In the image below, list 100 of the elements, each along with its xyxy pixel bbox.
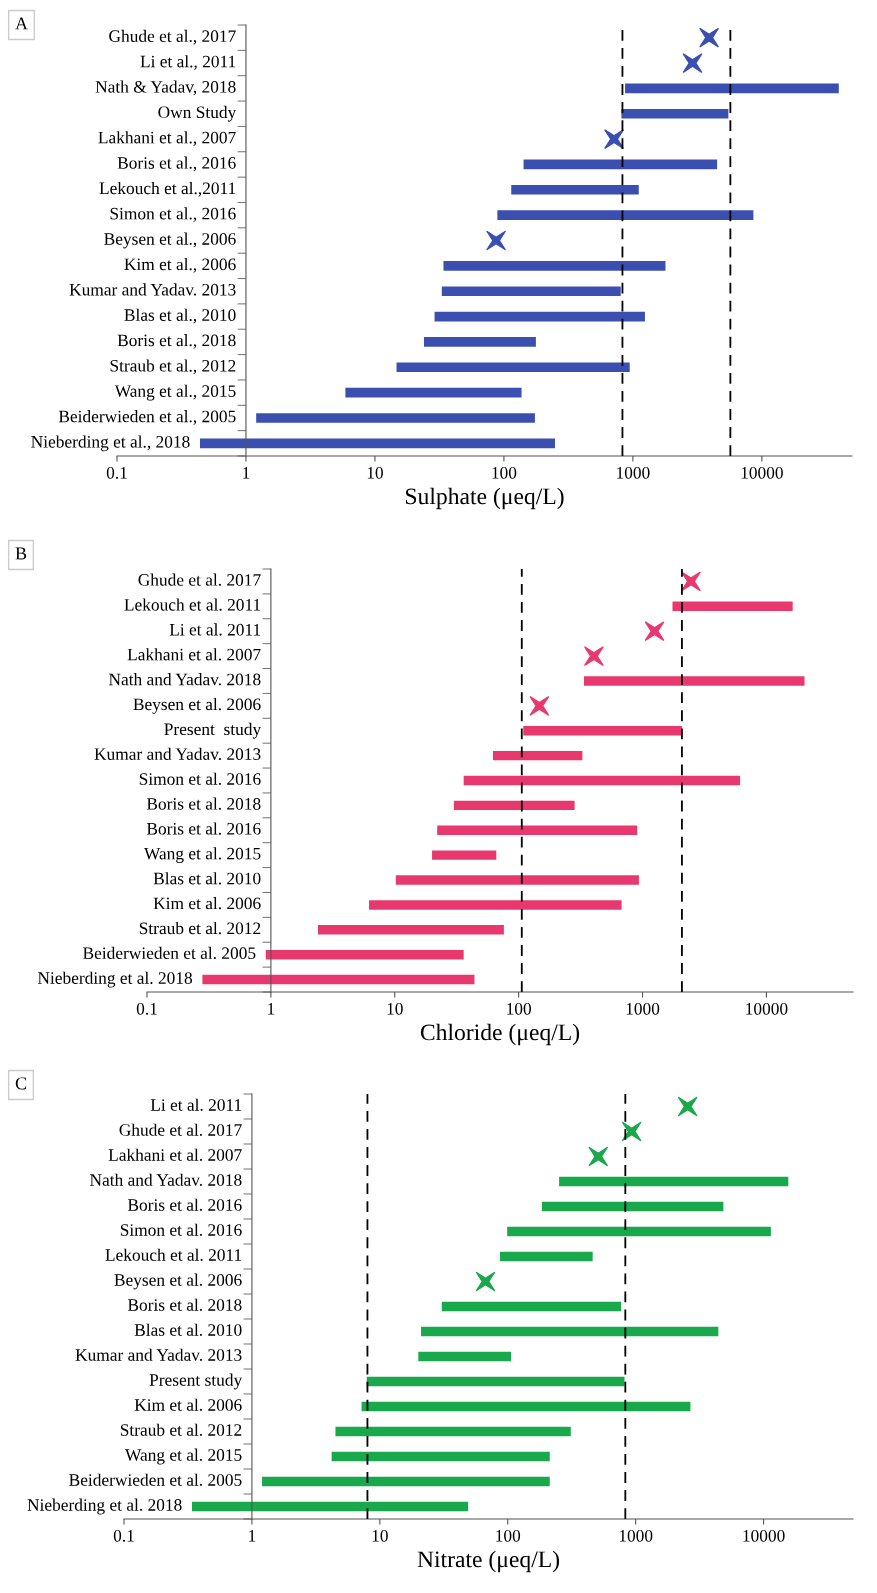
y-tick-label: Own Study <box>158 105 237 122</box>
y-tick-label: Kumar and Yadav. 2013 <box>75 1348 242 1361</box>
bar <box>199 438 556 449</box>
x-tick-label: 100 <box>496 1529 521 1542</box>
bar <box>396 362 630 373</box>
x-axis-title: Chloride (μeq/L) <box>420 1023 580 1046</box>
bar <box>434 311 645 322</box>
x-tick-label: 100 <box>507 1002 532 1015</box>
x-tick-label: 10 <box>367 466 383 479</box>
y-tick-label: Lakhani et al. 2007 <box>108 1148 242 1161</box>
y-tick-label: Kim et al. 2006 <box>153 897 261 910</box>
y-tick-label: Wang et al., 2015 <box>114 384 236 401</box>
x-tick-label: 1 <box>249 1530 256 1542</box>
bar <box>437 825 638 835</box>
x-tick-label: 1000 <box>626 1002 660 1015</box>
y-tick-label: Nath and Yadav. 2018 <box>108 673 261 686</box>
y-tick-label: Beiderwieden et al., 2005 <box>58 410 236 425</box>
x-axis-title: Nitrate (μeq/L) <box>417 1550 560 1573</box>
bar <box>621 108 729 119</box>
y-tick-label: Wang et al. 2015 <box>143 847 261 864</box>
y-tick-label: Beiderwieden et al. 2005 <box>69 1473 242 1486</box>
y-tick-label: Boris et al., 2018 <box>117 334 236 349</box>
y-tick-label: Kim et al. 2006 <box>134 1398 242 1411</box>
x-tick-label: 1 <box>243 467 250 479</box>
y-tick-label: Blas et al. 2010 <box>153 872 261 885</box>
bar <box>507 1226 771 1237</box>
chart-title: A <box>15 17 28 30</box>
bar <box>672 601 793 612</box>
bar <box>317 925 504 935</box>
y-tick-label: Li et al., 2011 <box>140 55 236 70</box>
x-tick-label: 10000 <box>741 466 783 479</box>
y-tick-label: Beysen et al. 2006 <box>133 697 261 714</box>
y-tick-label: Nieberding et al., 2018 <box>31 435 190 452</box>
y-tick-label: Straub et al. 2012 <box>120 1423 242 1436</box>
y-tick-label: Nieberding et al. 2018 <box>37 971 193 988</box>
y-tick-label: Simon et al., 2016 <box>110 207 236 222</box>
y-tick-label: Ghude et al. 2017 <box>138 573 261 586</box>
y-tick-label: Boris et al. 2018 <box>146 797 261 810</box>
bar <box>345 387 522 398</box>
x-tick-label: 10 <box>372 1529 388 1542</box>
y-tick-label: Blas et al. 2010 <box>134 1323 242 1336</box>
x-tick-label: 10000 <box>746 1002 788 1015</box>
y-tick-label: Lekouch et al.,2011 <box>99 181 236 197</box>
x-tick-label: 10 <box>387 1002 403 1015</box>
x-tick-label: 0.1 <box>106 466 127 479</box>
chart-title: C <box>15 1077 27 1090</box>
bar <box>541 1201 724 1212</box>
y-tick-label: Lakhani et al. 2007 <box>127 648 261 661</box>
bar <box>369 900 622 910</box>
bar <box>453 800 575 811</box>
bar <box>625 83 839 94</box>
x-tick-label: 1000 <box>617 466 650 479</box>
y-tick-label: Blas et al., 2010 <box>124 308 236 324</box>
y-tick-label: Beysen et al., 2006 <box>104 232 236 249</box>
chart-title: B <box>15 547 27 560</box>
y-tick-label: Kim et al., 2006 <box>124 257 236 273</box>
bar <box>523 159 718 170</box>
x-tick-label: 1 <box>268 1003 275 1015</box>
bar <box>395 875 639 885</box>
bar <box>256 413 535 423</box>
bar <box>441 286 621 297</box>
y-tick-label: Lekouch et al. 2011 <box>124 598 261 611</box>
bar <box>265 949 464 960</box>
y-tick-label: Straub et al. 2012 <box>139 921 261 935</box>
bar <box>423 337 536 347</box>
bar <box>418 1351 511 1362</box>
bar <box>497 210 754 220</box>
x-tick-label: 1000 <box>619 1529 653 1542</box>
bar <box>463 775 741 786</box>
y-tick-label: Li et al. 2011 <box>169 623 261 636</box>
y-tick-label: Present study <box>164 722 262 739</box>
y-tick-label: Beysen et al. 2006 <box>114 1273 242 1290</box>
y-tick-label: Present study <box>149 1373 243 1390</box>
y-tick-label: Kumar and Yadav. 2013 <box>69 283 236 296</box>
bar <box>511 184 639 195</box>
bar <box>262 1476 550 1487</box>
bar <box>202 974 475 985</box>
y-tick-label: Ghude et al. 2017 <box>119 1123 242 1136</box>
bar <box>443 261 666 271</box>
bar <box>366 1376 625 1387</box>
y-tick-label: Nieberding et al. 2018 <box>27 1498 182 1515</box>
bar <box>584 676 805 686</box>
x-tick-label: 100 <box>492 466 517 479</box>
x-tick-label: 0.1 <box>136 1002 157 1015</box>
y-tick-label: Simon et al. 2016 <box>120 1223 242 1236</box>
bar <box>559 1176 789 1187</box>
y-tick-label: Lakhani et al., 2007 <box>98 131 236 146</box>
x-tick-label: 10000 <box>743 1529 785 1542</box>
bar <box>421 1326 719 1337</box>
y-tick-label: Ghude et al., 2017 <box>109 29 236 45</box>
bar <box>331 1451 550 1462</box>
y-tick-label: Beiderwieden et al. 2005 <box>83 946 256 960</box>
y-tick-label: Nath and Yadav. 2018 <box>90 1173 242 1186</box>
y-tick-label: Kumar and Yadav. 2013 <box>94 747 261 761</box>
y-tick-label: Boris et al. 2018 <box>127 1298 242 1311</box>
x-tick-label: 0.1 <box>113 1529 134 1542</box>
bar <box>361 1401 691 1412</box>
bar <box>523 726 682 736</box>
bar <box>191 1501 469 1512</box>
y-tick-label: Straub et al., 2012 <box>110 359 236 375</box>
